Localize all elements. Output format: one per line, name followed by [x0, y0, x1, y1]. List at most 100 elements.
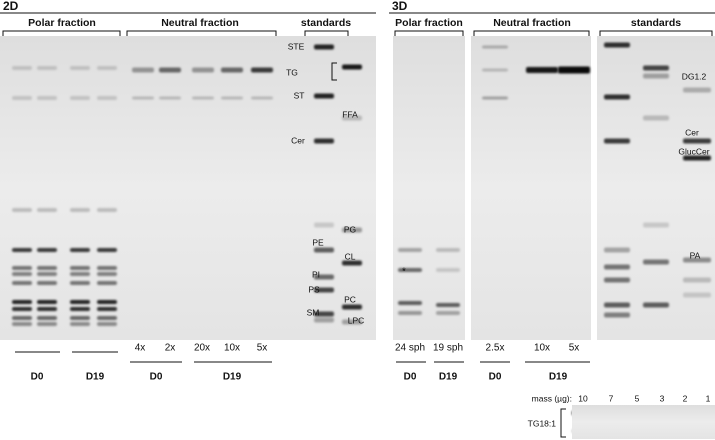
dilution: 20x — [194, 343, 210, 354]
band — [683, 277, 711, 283]
band — [342, 319, 362, 325]
standard-label: FFA — [342, 109, 358, 119]
header: standards — [631, 17, 681, 29]
group-label: D0 — [489, 372, 502, 383]
standard-label: PE — [312, 237, 324, 247]
band — [314, 44, 334, 50]
mass-label: 3 — [660, 393, 665, 403]
dilution: 10x — [534, 343, 550, 354]
standard-label: TG — [286, 67, 298, 77]
band — [643, 222, 669, 228]
band — [159, 96, 181, 100]
standard-label: LPC — [348, 315, 365, 325]
lane-label: 19 sph — [433, 343, 463, 354]
band — [398, 301, 422, 305]
band — [97, 266, 117, 270]
band — [70, 316, 90, 320]
bracket — [560, 408, 566, 438]
band — [683, 138, 711, 144]
band — [683, 87, 711, 93]
plate — [597, 36, 715, 340]
band — [314, 317, 334, 323]
mass-label: 5 — [635, 393, 640, 403]
band — [342, 260, 362, 266]
standard-label: GlucCer — [678, 146, 709, 156]
band — [342, 227, 362, 233]
lane-label: 24 sph — [395, 343, 425, 354]
band — [12, 322, 32, 326]
band — [643, 259, 669, 265]
band — [37, 266, 57, 270]
standard-label: PG — [344, 224, 356, 234]
band — [604, 277, 630, 283]
band — [97, 307, 117, 311]
band — [314, 247, 334, 253]
standard-label: DG1.2 — [682, 71, 707, 81]
band — [12, 248, 32, 252]
band — [12, 96, 32, 100]
group-label: D0 — [31, 372, 44, 383]
band — [192, 96, 214, 100]
group-label: D0 — [150, 372, 163, 383]
dilution: 5x — [569, 343, 580, 354]
band — [37, 248, 57, 252]
band — [70, 266, 90, 270]
band — [37, 66, 57, 70]
standard-label: PC — [344, 294, 356, 304]
panel-label: 2D — [3, 0, 19, 13]
bracket — [394, 30, 713, 36]
band — [643, 115, 669, 121]
band — [97, 208, 117, 212]
band — [604, 94, 630, 100]
band — [314, 274, 334, 280]
band — [12, 208, 32, 212]
band — [342, 115, 362, 121]
band — [12, 300, 32, 304]
band — [314, 311, 334, 317]
band — [37, 322, 57, 326]
band — [643, 65, 669, 71]
band — [12, 316, 32, 320]
band — [70, 300, 90, 304]
band — [37, 316, 57, 320]
band — [37, 281, 57, 285]
band — [70, 248, 90, 252]
header: Neutral fraction — [493, 17, 571, 29]
band — [37, 300, 57, 304]
band — [398, 248, 422, 252]
mass-label: 10 — [578, 393, 588, 403]
band — [683, 257, 711, 263]
band — [37, 96, 57, 100]
band — [70, 208, 90, 212]
band — [436, 303, 460, 307]
band — [97, 322, 117, 326]
band — [436, 248, 460, 252]
mass-label: 7 — [609, 393, 614, 403]
band — [558, 66, 590, 74]
band — [97, 66, 117, 70]
band — [221, 96, 243, 100]
plate — [572, 405, 715, 439]
band — [70, 66, 90, 70]
band — [643, 73, 669, 79]
mass-label: 1 — [706, 393, 711, 403]
band — [12, 307, 32, 311]
band — [482, 96, 508, 100]
band — [12, 272, 32, 276]
standard-label: PA — [690, 250, 701, 260]
band — [251, 67, 273, 73]
band — [70, 281, 90, 285]
band — [314, 287, 334, 293]
inset-title: mass (µg): — [532, 393, 572, 403]
band — [604, 138, 630, 144]
band — [70, 322, 90, 326]
dilution: 5x — [257, 343, 268, 354]
band — [37, 307, 57, 311]
mass-label: 2 — [683, 393, 688, 403]
band — [398, 311, 422, 315]
bracket — [2, 30, 349, 36]
dilution: 2x — [165, 343, 176, 354]
plate — [0, 36, 376, 340]
standard-label: Cer — [291, 135, 305, 145]
